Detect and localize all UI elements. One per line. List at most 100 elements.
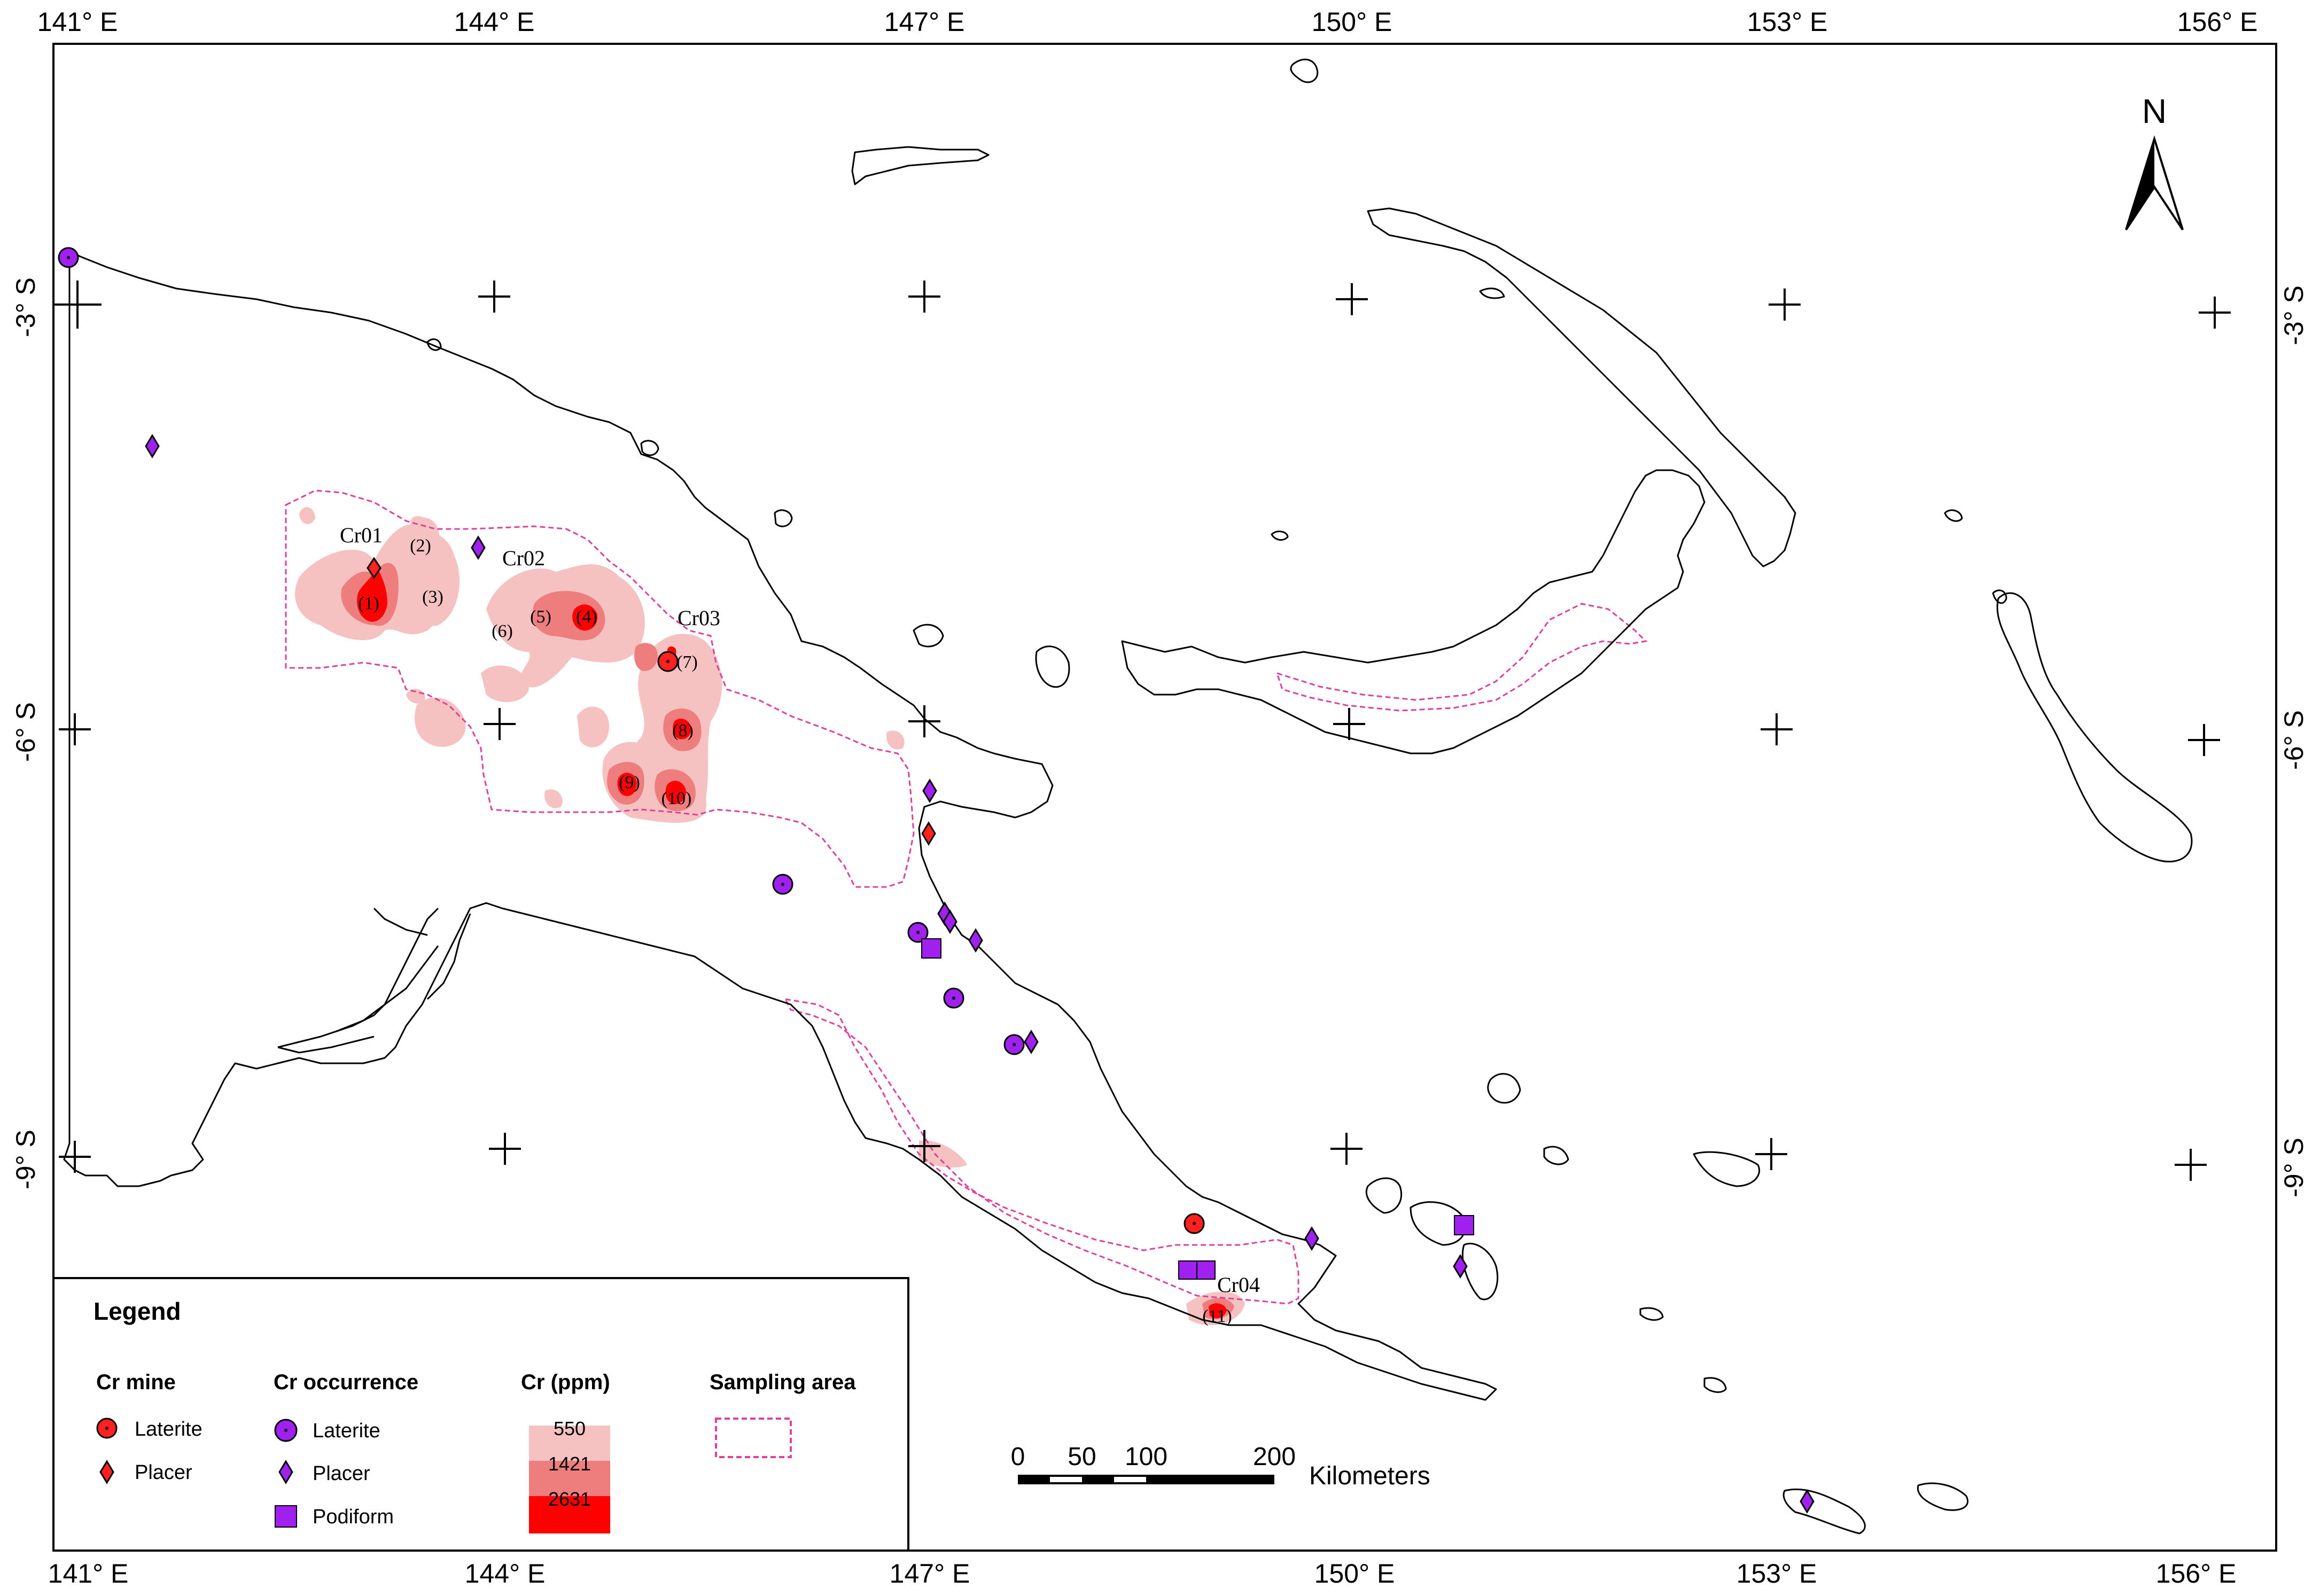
graticule-cross [1755, 1138, 1787, 1170]
zone-labels: Cr01 Cr02 Cr03 Cr04 [340, 523, 1260, 1297]
scale-tick-label: 50 [1068, 1443, 1096, 1471]
island-bougainville [1996, 592, 2193, 863]
graticule-cross [908, 1130, 940, 1162]
legend-ppm-heading: Cr (ppm) [521, 1371, 610, 1394]
lon-label-bottom: 141° E [48, 1559, 129, 1589]
scale-bar-segment [1114, 1477, 1146, 1482]
site-number-label: (3) [422, 587, 443, 607]
cr-blob-mid [634, 643, 658, 671]
lon-label-top: 153° E [1747, 7, 1828, 37]
scale-bar: 0 50 100 200 Kilometers [1011, 1443, 1430, 1490]
cr-blob-low [919, 1140, 967, 1168]
cr-blob-high [1209, 1303, 1227, 1319]
island-small [1479, 287, 1505, 299]
lon-label-bottom: 147° E [890, 1559, 970, 1589]
occurrence-placer-marker [968, 928, 983, 953]
occurrence-laterite-marker [58, 247, 79, 268]
top-longitude-labels: 141° E 144° E 147° E 150° E 153° E 156° … [37, 7, 2258, 37]
island-small [1944, 509, 1963, 522]
legend: Legend Cr mine Laterite Placer Cr occurr… [52, 1277, 909, 1552]
graticule-cross [908, 705, 940, 737]
zone-label-cr04: Cr04 [1217, 1273, 1260, 1297]
right-latitude-labels: -3° S -6° S -9° S [2279, 285, 2309, 1197]
legend-ppm-value: 550 [554, 1418, 586, 1439]
scale-unit-label: Kilometers [1309, 1462, 1430, 1490]
graticule-cross [484, 708, 516, 740]
zone-label-cr02: Cr02 [502, 546, 545, 570]
graticule-crosses [53, 281, 2231, 1181]
occurrence-podiform-marker [1454, 1215, 1474, 1235]
island-small [913, 624, 944, 648]
cr-blob-high [357, 566, 387, 622]
occurrence-laterite-marker [943, 987, 964, 1009]
legend-ppm-value: 1421 [548, 1453, 591, 1475]
occurrence-placer-marker [145, 434, 160, 458]
cr-blob-low [299, 507, 315, 524]
occurrence-placer-marker [1024, 1030, 1039, 1054]
legend-occurrence-laterite-label: Laterite [313, 1420, 380, 1442]
island-manus [851, 146, 990, 185]
occurrence-placer-marker [1453, 1254, 1468, 1279]
island-rossel [1917, 1482, 1968, 1511]
cr-blob-low [544, 789, 563, 808]
cr-blob-high [572, 604, 598, 631]
cr-blob-high [617, 773, 637, 796]
site-number-label: (6) [492, 621, 513, 641]
island-buka [1992, 589, 2007, 604]
legend-box [52, 1277, 909, 1552]
coastline-delta [426, 913, 471, 1000]
island-misima [1703, 1377, 1727, 1393]
bottom-longitude-labels: 141° E 144° E 147° E 150° E 153° E 156° … [48, 1559, 2237, 1589]
graticule-cross [59, 1141, 91, 1173]
graticule-cross [53, 281, 102, 329]
legend-ppm-swatch-low [529, 1426, 610, 1461]
site-number-label: (7) [676, 652, 698, 672]
island-small [426, 338, 442, 351]
cr-occurrence-podiform-markers [921, 938, 1474, 1280]
sampling-area-south [784, 998, 1299, 1305]
lat-label-left: -6° S [11, 702, 41, 762]
mine-laterite-marker [657, 651, 679, 672]
graticule-cross [59, 713, 91, 745]
occurrence-placer-marker [1304, 1226, 1319, 1251]
legend-occurrence-podiform-label: Podiform [313, 1506, 394, 1528]
lon-label-bottom: 153° E [1737, 1559, 1817, 1589]
island-small [1543, 1146, 1569, 1165]
cr-blob-high [665, 781, 686, 804]
site-number-label: (5) [530, 607, 551, 627]
graticule-cross [1336, 283, 1368, 315]
legend-mine-heading: Cr mine [96, 1371, 176, 1394]
lat-label-right: -3° S [2279, 285, 2309, 345]
legend-sampling-heading: Sampling area [710, 1371, 856, 1394]
graticule-cross [478, 281, 510, 313]
legend-occurrence-laterite-symbol [274, 1419, 298, 1442]
lon-label-top: 141° E [37, 7, 118, 37]
island-small [774, 509, 793, 527]
mine-placer-marker [921, 821, 936, 846]
cr-blob-low [406, 533, 460, 626]
cr-blob-low [577, 706, 609, 748]
sampling-area-new-britain [1275, 603, 1648, 712]
lon-label-top: 147° E [884, 7, 965, 37]
island-new-ireland [1367, 207, 1796, 567]
cr-occurrence-laterite-markers [58, 247, 1025, 1055]
mine-laterite-marker [1184, 1213, 1205, 1234]
legend-title: Legend [94, 1297, 181, 1325]
lon-label-bottom: 156° E [2156, 1559, 2237, 1589]
lon-label-top: 150° E [1312, 7, 1392, 37]
legend-occurrence-podiform-symbol [275, 1505, 297, 1528]
graticule-cross [1769, 289, 1801, 321]
island-small [1271, 531, 1289, 541]
site-number-label: (4) [576, 607, 597, 627]
occurrence-laterite-marker [907, 922, 929, 943]
lon-label-bottom: 150° E [1314, 1559, 1395, 1589]
graticule-cross [2199, 297, 2231, 329]
island-sudest [1782, 1488, 1866, 1535]
map-frame [52, 43, 2277, 1552]
legend-ppm-swatch-high [529, 1496, 610, 1533]
coastline-delta [336, 945, 439, 1032]
site-number-label: (2) [410, 536, 431, 556]
legend-ppm-swatch-mid [529, 1461, 610, 1496]
sampling-area-north [285, 489, 915, 888]
